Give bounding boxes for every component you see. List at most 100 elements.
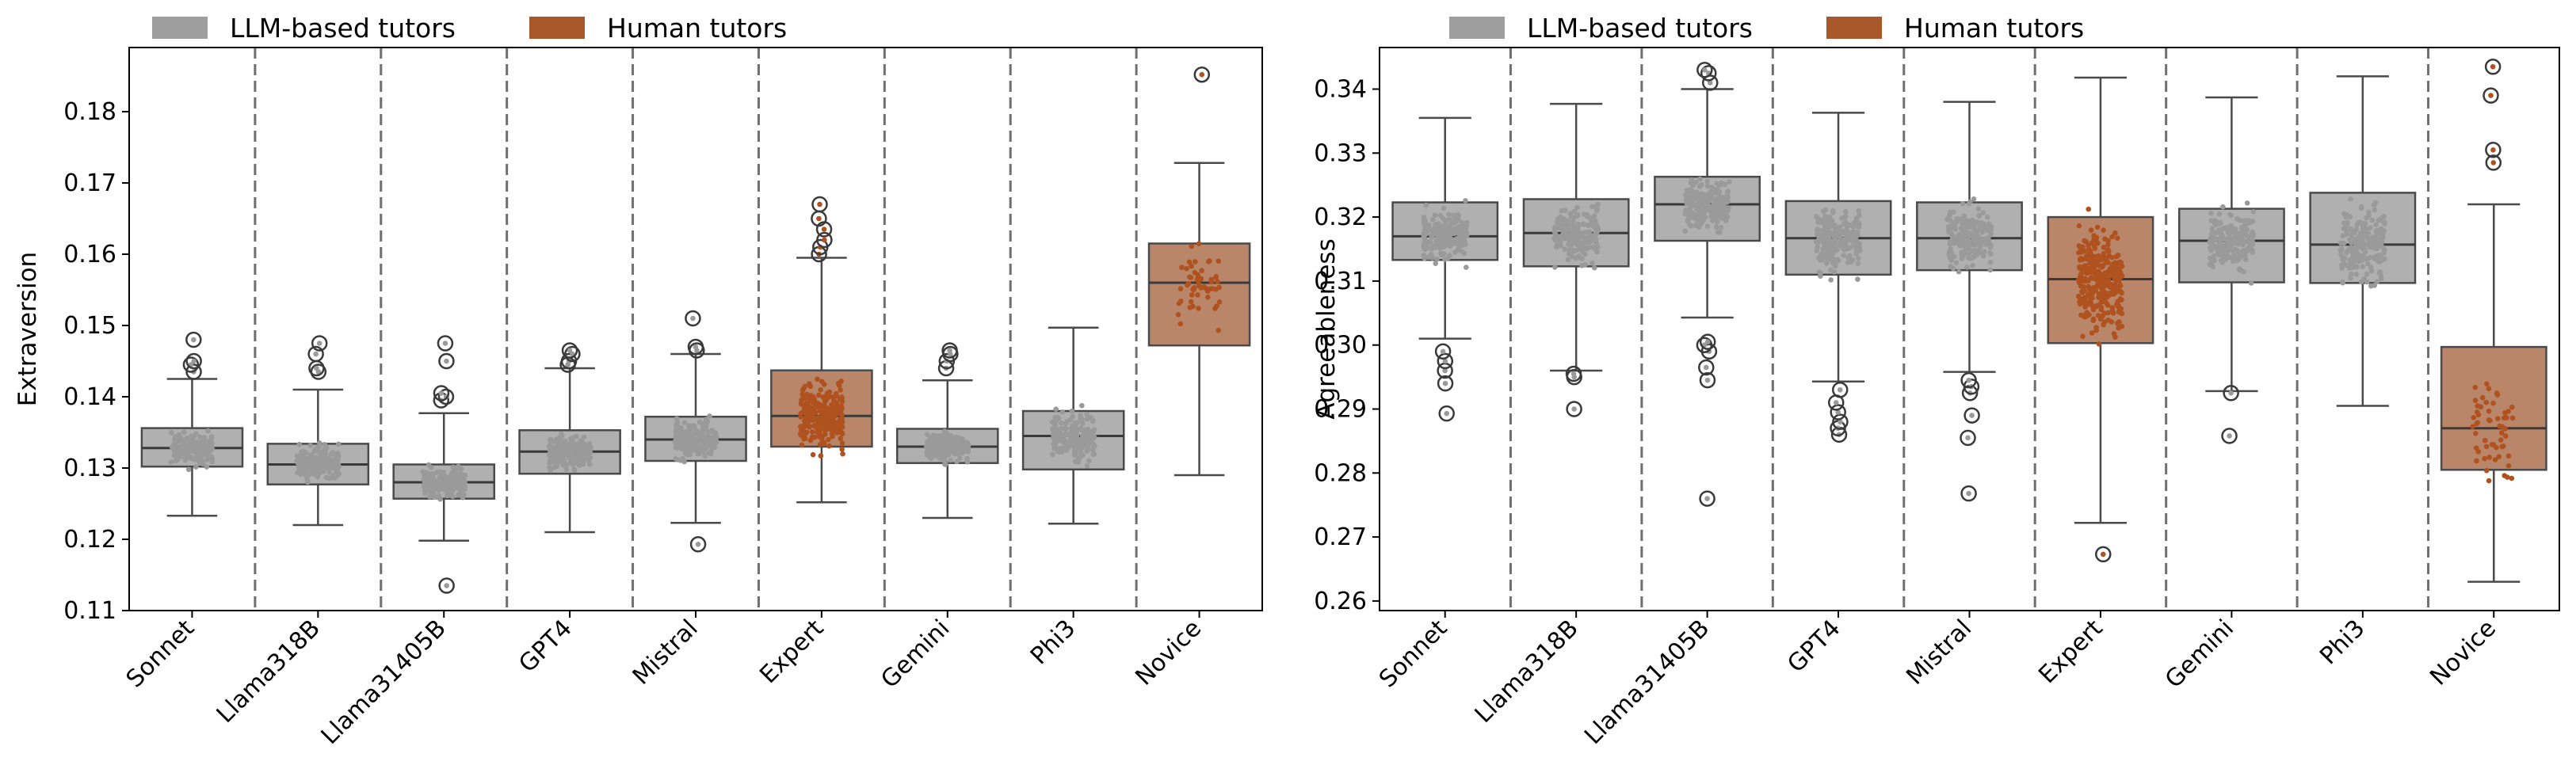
box-mistral [644, 310, 747, 553]
data-point [429, 480, 435, 485]
data-point [2219, 260, 2225, 265]
data-point [838, 387, 843, 393]
data-point [816, 215, 822, 222]
box-llama318b [1522, 102, 1630, 417]
outlier [438, 577, 455, 594]
data-point [1840, 229, 1845, 234]
data-point [1438, 250, 1444, 256]
data-point [1455, 242, 1461, 247]
data-point [925, 438, 931, 444]
data-point [1053, 406, 1059, 413]
data-point [2372, 253, 2378, 260]
data-point [189, 440, 194, 447]
data-point [1816, 269, 1822, 275]
legend-swatch-llm [152, 17, 208, 39]
data-point [1715, 197, 1722, 204]
box-llama31405b [392, 335, 496, 594]
data-point [945, 434, 951, 440]
data-point [1972, 222, 1978, 227]
data-point [1815, 245, 1820, 250]
data-point [1084, 412, 1090, 417]
data-point [335, 461, 342, 467]
data-point [2490, 63, 2496, 70]
outlier [437, 335, 454, 352]
data-point [200, 459, 206, 465]
data-point [574, 459, 581, 465]
data-point [1437, 212, 1443, 219]
data-point [702, 421, 708, 426]
data-point [2091, 266, 2097, 272]
data-point [315, 460, 320, 466]
data-point [1087, 430, 1093, 436]
data-point [1966, 490, 1971, 497]
data-point [2208, 211, 2214, 216]
data-point [1199, 268, 1204, 274]
data-point [1188, 299, 1194, 305]
data-point [2509, 475, 2515, 481]
data-point [1090, 451, 1096, 458]
data-point [837, 423, 842, 429]
data-point [823, 405, 829, 410]
data-point [2349, 265, 2355, 270]
data-point [1566, 242, 1571, 248]
data-point [1948, 238, 1953, 245]
data-point [1199, 71, 1205, 78]
data-point [429, 474, 435, 479]
data-point [2234, 257, 2240, 264]
data-point [2100, 551, 2106, 558]
data-point [839, 447, 845, 452]
data-point [1971, 226, 1977, 232]
outlier [816, 231, 833, 249]
data-point [1832, 242, 1838, 247]
data-point [2353, 256, 2360, 262]
data-point [1083, 437, 1090, 443]
data-point [2337, 240, 2344, 246]
data-point [2379, 230, 2384, 237]
data-point [1190, 303, 1196, 310]
legend-right: LLM-based tutors Human tutors [1449, 13, 2084, 44]
data-point [1177, 321, 1184, 327]
data-point [1720, 206, 1726, 212]
data-point [185, 466, 192, 473]
data-point [1184, 265, 1189, 272]
box-llama31405b [1654, 62, 1761, 507]
data-point [2209, 255, 2215, 261]
data-point [587, 462, 593, 467]
data-point [2077, 264, 2082, 270]
outlier [564, 345, 581, 363]
data-point [444, 358, 449, 364]
data-point [1947, 209, 1953, 215]
data-point [673, 438, 678, 444]
data-point [1061, 436, 1067, 442]
outlier [307, 345, 324, 363]
data-point [2109, 234, 2115, 240]
data-point [2378, 238, 2384, 243]
data-point [2486, 417, 2492, 423]
data-point [1850, 229, 1857, 235]
data-point [1063, 431, 1069, 436]
data-point [1832, 234, 1838, 240]
data-point [438, 390, 445, 396]
data-point [1841, 253, 1846, 258]
data-point [695, 542, 701, 547]
data-point [2093, 257, 2098, 263]
data-point [1715, 219, 1720, 225]
data-point [2358, 230, 2364, 236]
data-point [816, 416, 822, 422]
data-point [326, 466, 332, 472]
data-point [587, 455, 593, 461]
data-point [809, 429, 815, 435]
data-point [2360, 264, 2365, 269]
data-point [1967, 242, 1973, 247]
y-tick-label: 0.28 [1314, 459, 1367, 487]
data-point [433, 494, 439, 500]
data-point [837, 405, 843, 411]
iqr-box [2440, 345, 2547, 471]
data-point [2372, 200, 2379, 206]
data-point [1194, 276, 1200, 283]
data-point [822, 394, 827, 401]
data-point [839, 395, 845, 401]
y-tick-label: 0.33 [1314, 139, 1367, 167]
data-point [2228, 242, 2234, 249]
